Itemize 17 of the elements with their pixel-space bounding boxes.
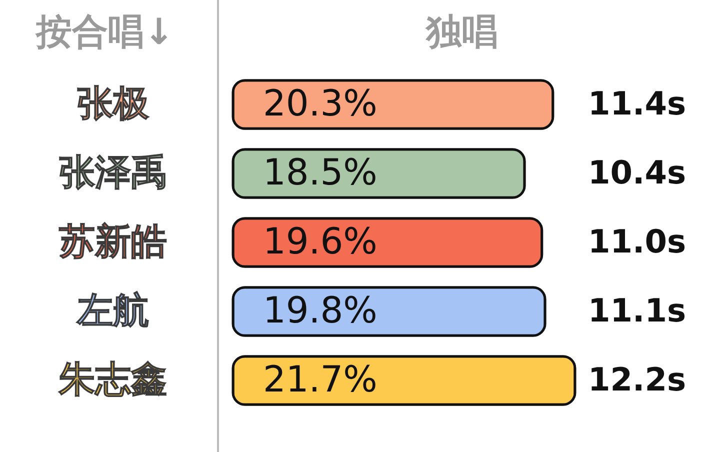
chart-title: 独唱 (425, 12, 498, 53)
data-label: 18.5% (263, 152, 378, 194)
y-tick-label: 朱志鑫 (58, 360, 167, 400)
y-tick-label: 张泽禹 (59, 152, 167, 194)
y-tick-label: 左航 (76, 290, 149, 332)
data-label: 19.8% (263, 290, 378, 332)
y-axis-title: 按合唱↓ (34, 12, 174, 53)
text: 11.4s (588, 84, 686, 122)
text: 10.4s (588, 154, 686, 192)
text: 12.2s (588, 360, 686, 398)
data-label: 20.3% (263, 84, 378, 124)
text: 11.1s (588, 292, 686, 330)
data-label: 19.6% (263, 222, 378, 262)
text: 11.0s (588, 222, 686, 260)
y-tick-label: 张极 (77, 84, 150, 124)
y-tick-label: 苏新皓 (58, 222, 167, 262)
data-label: 21.7% (263, 360, 378, 400)
